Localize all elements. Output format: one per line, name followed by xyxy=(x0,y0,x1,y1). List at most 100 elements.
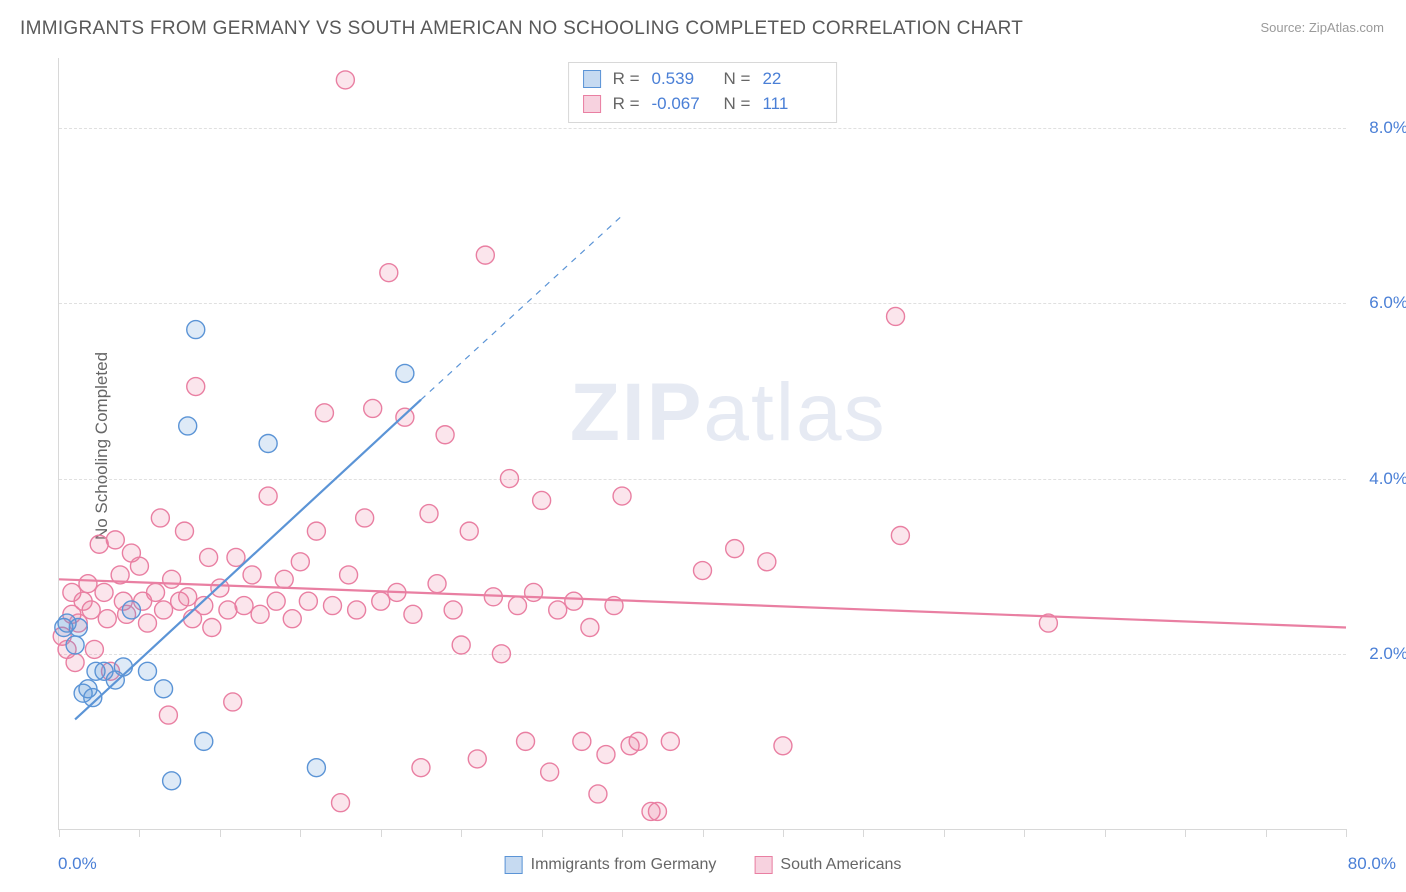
scatter-point xyxy=(187,321,205,339)
scatter-point xyxy=(500,470,518,488)
x-tick xyxy=(1024,829,1025,837)
scatter-point xyxy=(114,658,132,676)
scatter-point xyxy=(66,654,84,672)
x-tick xyxy=(300,829,301,837)
scatter-point xyxy=(336,71,354,89)
scatter-point xyxy=(891,526,909,544)
scatter-point xyxy=(436,426,454,444)
scatter-point xyxy=(69,618,87,636)
scatter-point xyxy=(283,610,301,628)
scatter-point xyxy=(159,706,177,724)
plot-area: ZIPatlas R = 0.539 N = 22 R = -0.067 N =… xyxy=(58,58,1346,830)
scatter-point xyxy=(648,802,666,820)
scatter-point xyxy=(340,566,358,584)
scatter-point xyxy=(195,732,213,750)
scatter-point xyxy=(364,399,382,417)
scatter-point xyxy=(163,570,181,588)
scatter-point xyxy=(275,570,293,588)
scatter-point xyxy=(122,601,140,619)
scatter-point xyxy=(219,601,237,619)
scatter-point xyxy=(291,553,309,571)
scatter-point xyxy=(533,491,551,509)
x-tick xyxy=(944,829,945,837)
corr-row-southam: R = -0.067 N = 111 xyxy=(583,92,823,117)
x-axis-min-label: 0.0% xyxy=(58,854,97,874)
legend-swatch-southam xyxy=(754,856,772,874)
scatter-point xyxy=(541,763,559,781)
scatter-point xyxy=(581,618,599,636)
y-tick-label: 8.0% xyxy=(1369,118,1406,138)
scatter-point xyxy=(163,772,181,790)
trend-line-germany-dashed xyxy=(421,216,622,400)
scatter-point xyxy=(476,246,494,264)
scatter-point xyxy=(224,693,242,711)
legend-item-germany: Immigrants from Germany xyxy=(505,856,717,874)
correlation-legend-box: R = 0.539 N = 22 R = -0.067 N = 111 xyxy=(568,62,838,123)
r-value-southam: -0.067 xyxy=(652,92,712,117)
scatter-point xyxy=(307,759,325,777)
n-value-germany: 22 xyxy=(762,67,822,92)
scatter-point xyxy=(452,636,470,654)
scatter-point xyxy=(155,680,173,698)
scatter-point xyxy=(203,618,221,636)
scatter-point xyxy=(259,435,277,453)
scatter-point xyxy=(267,592,285,610)
x-tick xyxy=(703,829,704,837)
scatter-point xyxy=(138,614,156,632)
r-label: R = xyxy=(613,67,640,92)
x-axis-max-label: 80.0% xyxy=(1348,854,1396,874)
x-tick xyxy=(783,829,784,837)
scatter-point xyxy=(82,601,100,619)
scatter-point xyxy=(179,588,197,606)
scatter-point xyxy=(774,737,792,755)
x-tick xyxy=(59,829,60,837)
scatter-point xyxy=(468,750,486,768)
scatter-point xyxy=(315,404,333,422)
scatter-point xyxy=(175,522,193,540)
scatter-point xyxy=(372,592,390,610)
r-label: R = xyxy=(613,92,640,117)
scatter-point xyxy=(525,583,543,601)
scatter-point xyxy=(79,575,97,593)
scatter-point xyxy=(251,605,269,623)
scatter-point xyxy=(404,605,422,623)
scatter-point xyxy=(396,364,414,382)
scatter-point xyxy=(629,732,647,750)
scatter-point xyxy=(573,732,591,750)
x-tick xyxy=(1266,829,1267,837)
scatter-point xyxy=(613,487,631,505)
scatter-point xyxy=(98,610,116,628)
scatter-point xyxy=(151,509,169,527)
source-link[interactable]: ZipAtlas.com xyxy=(1309,20,1384,35)
scatter-point xyxy=(106,531,124,549)
swatch-germany xyxy=(583,70,601,88)
scatter-point xyxy=(396,408,414,426)
y-tick-label: 4.0% xyxy=(1369,469,1406,489)
legend-swatch-germany xyxy=(505,856,523,874)
scatter-point xyxy=(726,540,744,558)
x-tick xyxy=(863,829,864,837)
r-value-germany: 0.539 xyxy=(652,67,712,92)
x-tick xyxy=(461,829,462,837)
x-tick xyxy=(1346,829,1347,837)
scatter-point xyxy=(155,601,173,619)
scatter-point xyxy=(147,583,165,601)
scatter-point xyxy=(758,553,776,571)
scatter-point xyxy=(200,548,218,566)
legend-item-southam: South Americans xyxy=(754,856,901,874)
n-label: N = xyxy=(724,67,751,92)
scatter-point xyxy=(179,417,197,435)
scatter-point xyxy=(211,579,229,597)
scatter-point xyxy=(95,583,113,601)
n-value-southam: 111 xyxy=(762,92,822,117)
scatter-point xyxy=(565,592,583,610)
scatter-point xyxy=(549,601,567,619)
x-tick xyxy=(139,829,140,837)
scatter-point xyxy=(412,759,430,777)
x-tick xyxy=(1185,829,1186,837)
scatter-point xyxy=(259,487,277,505)
scatter-point xyxy=(332,794,350,812)
scatter-point xyxy=(508,597,526,615)
source-attribution: Source: ZipAtlas.com xyxy=(1260,20,1384,35)
scatter-point xyxy=(85,640,103,658)
